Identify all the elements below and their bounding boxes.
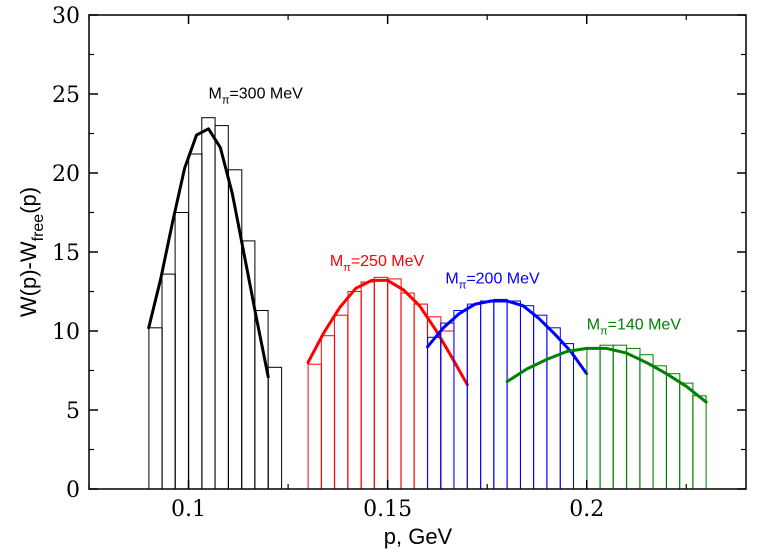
histogram-bin-1-8 bbox=[413, 303, 428, 490]
y-tick-label: 25 bbox=[52, 83, 80, 108]
histogram-bin-2-3 bbox=[466, 303, 482, 490]
histogram-bin-1-7 bbox=[400, 292, 415, 490]
histogram-bin-2-8 bbox=[533, 314, 548, 490]
y-tick-label: 0 bbox=[66, 478, 80, 503]
series-label-sub-3: π bbox=[600, 325, 608, 337]
series-label-sub-0: π bbox=[222, 95, 230, 107]
series-1 bbox=[306, 276, 469, 490]
y-axis-title: W(p)-Wfree(p) bbox=[16, 187, 47, 317]
series-label-suffix-3: =140 MeV bbox=[608, 316, 682, 333]
histogram-bin-2-6 bbox=[506, 300, 522, 490]
histogram-bin-1-3 bbox=[347, 291, 362, 490]
histogram-bin-3-1 bbox=[599, 344, 614, 490]
fit-curve-2 bbox=[426, 299, 589, 376]
x-tick-label: 0.1 bbox=[171, 497, 206, 522]
histogram-bin-0-5 bbox=[214, 125, 229, 490]
series-label-2: Mπ=200 MeV bbox=[445, 271, 540, 292]
series-label-prefix-3: M bbox=[587, 316, 600, 333]
series-label-prefix-1: M bbox=[330, 253, 343, 270]
x-tick-label: 0.2 bbox=[569, 497, 604, 522]
histogram-bin-0-3 bbox=[188, 153, 203, 490]
histogram-bin-3-3 bbox=[626, 347, 641, 490]
histogram-bin-3-4 bbox=[639, 354, 654, 490]
histogram-bin-1-1 bbox=[320, 335, 336, 490]
histogram-bin-1-2 bbox=[333, 314, 349, 490]
histogram-bin-1-6 bbox=[387, 278, 402, 490]
series-label-3: Mπ=140 MeV bbox=[587, 316, 682, 337]
series-label-sub-2: π bbox=[459, 280, 467, 292]
fit-curve-0 bbox=[147, 127, 270, 379]
histogram-bin-0-1 bbox=[161, 273, 176, 490]
y-tick-label: 20 bbox=[52, 162, 80, 187]
histogram-bin-2-7 bbox=[519, 305, 535, 490]
histogram-bin-3-5 bbox=[652, 365, 667, 490]
series-layer bbox=[147, 117, 708, 490]
histogram-bin-1-5 bbox=[373, 276, 389, 490]
histogram-bin-2-10 bbox=[559, 343, 575, 490]
histogram-bin-1-4 bbox=[360, 281, 375, 490]
histogram-bin-3-2 bbox=[612, 344, 627, 490]
y-axis-title-sub: free bbox=[30, 214, 47, 242]
histogram-bin-2-2 bbox=[453, 310, 468, 490]
y-tick-label: 30 bbox=[52, 4, 80, 29]
x-tick-label: 0.15 bbox=[363, 497, 412, 522]
histogram-bin-3-0 bbox=[586, 347, 601, 490]
histogram-bin-2-4 bbox=[480, 300, 495, 490]
histogram-bin-0-0 bbox=[148, 327, 163, 490]
histogram-bin-2-9 bbox=[546, 327, 561, 490]
series-3 bbox=[505, 344, 708, 490]
series-label-prefix-0: M bbox=[209, 86, 222, 103]
series-label-sub-1: π bbox=[343, 262, 351, 274]
y-axis-title-tail: (p) bbox=[16, 187, 41, 214]
histogram-bin-0-2 bbox=[174, 212, 189, 490]
series-label-prefix-2: M bbox=[445, 271, 458, 288]
series-2 bbox=[426, 298, 589, 490]
series-label-suffix-0: =300 MeV bbox=[229, 86, 303, 103]
y-axis-title-main: W(p)-W bbox=[16, 241, 41, 317]
histogram-bin-2-0 bbox=[427, 336, 442, 490]
histogram-bin-3-6 bbox=[666, 373, 681, 490]
series-label-1: Mπ=250 MeV bbox=[330, 253, 425, 274]
x-axis-title: p, GeV bbox=[384, 524, 453, 549]
histogram-bin-3-8 bbox=[692, 395, 707, 490]
series-label-0: Mπ=300 MeV bbox=[209, 86, 304, 107]
histogram-bin-1-0 bbox=[307, 363, 322, 490]
fit-curve-3 bbox=[505, 346, 708, 404]
histogram-bin-0-6 bbox=[228, 169, 243, 490]
histogram-bin-0-4 bbox=[201, 117, 216, 490]
tick-layer bbox=[88, 14, 746, 490]
histogram-bin-2-5 bbox=[493, 298, 508, 490]
series-label-suffix-1: =250 MeV bbox=[351, 253, 425, 270]
y-tick-label: 5 bbox=[66, 399, 80, 424]
histogram-bin-3-7 bbox=[679, 382, 694, 490]
y-tick-label: 15 bbox=[52, 241, 80, 266]
series-0 bbox=[147, 117, 283, 490]
plot-frame bbox=[88, 14, 747, 490]
histogram-bin-0-9 bbox=[267, 366, 283, 490]
y-tick-label: 10 bbox=[52, 320, 80, 345]
series-label-suffix-2: =200 MeV bbox=[466, 271, 540, 288]
